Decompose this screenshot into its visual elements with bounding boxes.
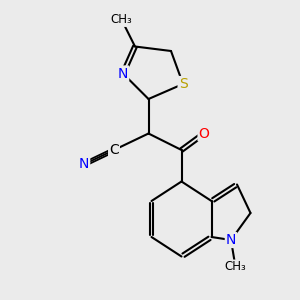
Text: CH₃: CH₃ <box>225 260 246 274</box>
Text: CH₃: CH₃ <box>111 13 132 26</box>
Text: N: N <box>79 158 89 171</box>
Text: O: O <box>199 127 209 140</box>
Text: S: S <box>178 77 188 91</box>
Text: N: N <box>118 67 128 80</box>
Text: N: N <box>226 233 236 247</box>
Text: C: C <box>109 143 119 157</box>
